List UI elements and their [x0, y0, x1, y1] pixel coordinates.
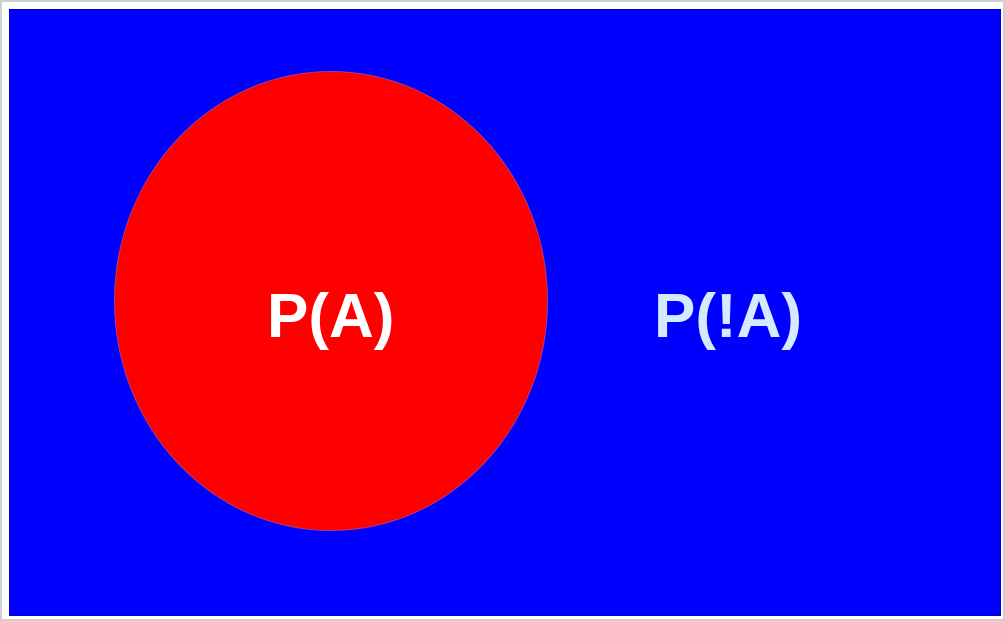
event-a-circle — [114, 71, 548, 531]
complement-label: P(!A) — [654, 282, 803, 351]
event-a-label: P(A) — [267, 282, 395, 351]
